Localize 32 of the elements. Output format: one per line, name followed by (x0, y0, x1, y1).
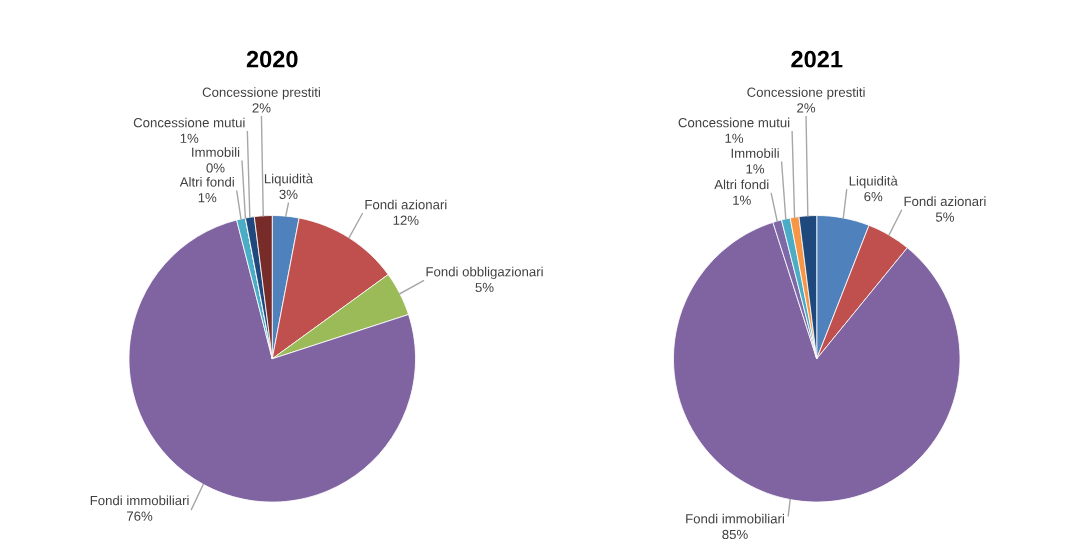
data-label: 76% (127, 511, 153, 521)
data-label: 1% (725, 133, 744, 143)
slice-label: Fondi azionari (904, 196, 986, 207)
data-label: 6% (864, 191, 883, 202)
data-label: 1% (733, 195, 751, 205)
slice-label: Concessione prestiti (202, 87, 320, 100)
data-label: 1% (180, 133, 199, 143)
data-label: 5% (475, 282, 494, 293)
slice-label: Fondi azionari (365, 199, 447, 210)
data-label: 5% (935, 212, 954, 222)
data-label: 85% (722, 529, 748, 540)
slice-label: Concessione mutui (678, 117, 790, 128)
data-label: 1% (198, 193, 217, 203)
data-label: 1% (746, 164, 765, 174)
slice-label: Fondi immobiliari (90, 495, 189, 506)
chart-title: 2020 (246, 50, 298, 68)
data-label: 3% (279, 189, 298, 200)
slice-label: Fondi obbligazionari (426, 266, 543, 280)
data-label: 12% (393, 215, 419, 225)
data-label: 2% (252, 103, 271, 113)
slice-label: Liquidità (264, 173, 314, 186)
slice-label: Immobili (731, 148, 779, 158)
category-label: Immobili (192, 147, 240, 157)
slice-label: Altri fondi (714, 179, 769, 190)
text: 0% (206, 163, 225, 173)
chart-title: 2021 (791, 50, 843, 68)
slice-label: Concessione prestiti (747, 87, 865, 100)
slice-label: Altri fondi (179, 177, 234, 187)
data-label: 2% (797, 103, 816, 113)
slice-label: Fondi immobiliari (686, 513, 784, 524)
slice-label: Liquidità (849, 175, 898, 189)
slice-label: Concessione mutui (133, 117, 245, 128)
